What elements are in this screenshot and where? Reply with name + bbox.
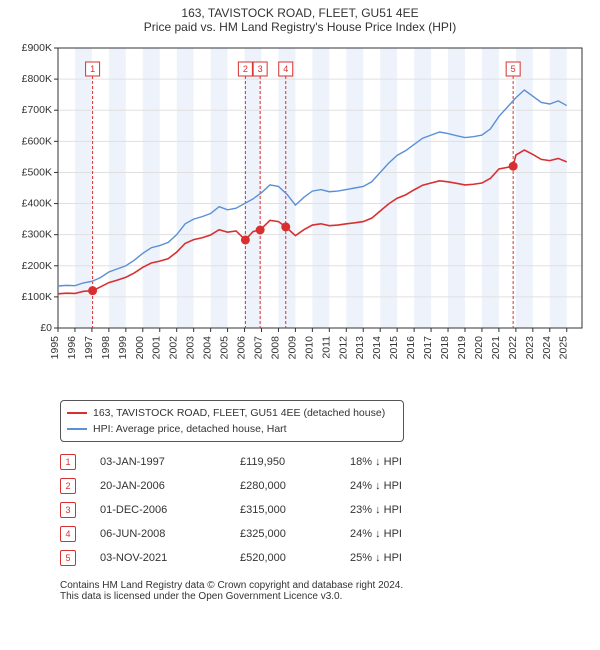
sale-pct: 18% ↓ HPI — [350, 456, 480, 468]
svg-text:£200K: £200K — [22, 260, 52, 272]
chart-page: 163, TAVISTOCK ROAD, FLEET, GU51 4EE Pri… — [0, 0, 600, 650]
svg-text:2022: 2022 — [507, 336, 519, 360]
svg-text:£300K: £300K — [22, 229, 52, 241]
disclaimer-line: Contains HM Land Registry data © Crown c… — [60, 580, 600, 591]
sale-badge: 4 — [60, 526, 76, 542]
sale-row: 3 01-DEC-2006£315,00023% ↓ HPI — [60, 498, 600, 522]
svg-text:2: 2 — [243, 64, 248, 74]
svg-text:2025: 2025 — [558, 336, 570, 360]
svg-text:£500K: £500K — [22, 166, 52, 178]
sale-row: 2 20-JAN-2006£280,00024% ↓ HPI — [60, 474, 600, 498]
sale-row: 5 03-NOV-2021£520,00025% ↓ HPI — [60, 546, 600, 570]
sale-price: £520,000 — [240, 552, 350, 564]
svg-text:4: 4 — [283, 64, 288, 74]
legend-row: 163, TAVISTOCK ROAD, FLEET, GU51 4EE (de… — [67, 405, 397, 421]
legend: 163, TAVISTOCK ROAD, FLEET, GU51 4EE (de… — [60, 400, 404, 442]
svg-text:2009: 2009 — [286, 336, 298, 360]
svg-text:£800K: £800K — [22, 73, 52, 85]
sale-date: 01-DEC-2006 — [100, 504, 240, 516]
sale-date: 03-JAN-1997 — [100, 456, 240, 468]
line-chart: £0 £100K £200K £300K £400K £500K £600K £700K £80… — [10, 38, 590, 388]
sale-row: 1 03-JAN-1997£119,95018% ↓ HPI — [60, 450, 600, 474]
svg-text:1997: 1997 — [83, 336, 95, 360]
svg-text:1: 1 — [90, 64, 95, 74]
svg-text:£600K: £600K — [22, 135, 52, 147]
svg-text:2013: 2013 — [354, 336, 366, 360]
svg-text:2002: 2002 — [168, 336, 180, 360]
disclaimer-line: This data is licensed under the Open Gov… — [60, 591, 600, 602]
sale-date: 20-JAN-2006 — [100, 480, 240, 492]
sale-pct: 24% ↓ HPI — [350, 480, 480, 492]
svg-text:2019: 2019 — [456, 336, 468, 360]
svg-text:2005: 2005 — [219, 336, 231, 360]
svg-text:2000: 2000 — [134, 336, 146, 360]
svg-text:1998: 1998 — [100, 336, 112, 360]
svg-text:2015: 2015 — [388, 336, 400, 360]
sale-price: £315,000 — [240, 504, 350, 516]
legend-row: HPI: Average price, detached house, Hart — [67, 421, 397, 437]
svg-text:£900K: £900K — [22, 42, 52, 54]
sales-table: 1 03-JAN-1997£119,95018% ↓ HPI 2 20-JAN-200… — [60, 450, 600, 570]
svg-text:1999: 1999 — [117, 336, 129, 360]
svg-text:1995: 1995 — [49, 336, 61, 360]
page-title: 163, TAVISTOCK ROAD, FLEET, GU51 4EE — [0, 6, 600, 20]
page-subtitle: Price paid vs. HM Land Registry's House … — [0, 20, 600, 34]
svg-text:2024: 2024 — [541, 336, 553, 360]
sale-badge: 5 — [60, 550, 76, 566]
svg-text:2017: 2017 — [422, 336, 434, 360]
svg-text:2023: 2023 — [524, 336, 536, 360]
legend-label: 163, TAVISTOCK ROAD, FLEET, GU51 4EE (de… — [93, 405, 385, 421]
sale-price: £325,000 — [240, 528, 350, 540]
sale-price: £280,000 — [240, 480, 350, 492]
svg-text:2008: 2008 — [269, 336, 281, 360]
sale-date: 06-JUN-2008 — [100, 528, 240, 540]
svg-text:£400K: £400K — [22, 198, 52, 210]
sale-badge: 2 — [60, 478, 76, 494]
svg-text:1996: 1996 — [66, 336, 78, 360]
svg-text:2007: 2007 — [252, 336, 264, 360]
legend-swatch — [67, 412, 87, 414]
svg-text:£700K: £700K — [22, 104, 52, 116]
svg-text:5: 5 — [511, 64, 516, 74]
svg-text:2021: 2021 — [490, 336, 502, 360]
svg-text:2014: 2014 — [371, 336, 383, 360]
svg-text:2006: 2006 — [236, 336, 248, 360]
svg-text:£0: £0 — [40, 322, 52, 334]
sale-price: £119,950 — [240, 456, 350, 468]
legend-swatch — [67, 428, 87, 430]
svg-text:£100K: £100K — [22, 291, 52, 303]
svg-text:3: 3 — [258, 64, 263, 74]
legend-label: HPI: Average price, detached house, Hart — [93, 421, 287, 437]
svg-text:2010: 2010 — [303, 336, 315, 360]
svg-text:2004: 2004 — [202, 336, 214, 360]
svg-text:2020: 2020 — [473, 336, 485, 360]
sale-pct: 23% ↓ HPI — [350, 504, 480, 516]
svg-text:2016: 2016 — [405, 336, 417, 360]
sale-pct: 25% ↓ HPI — [350, 552, 480, 564]
sale-date: 03-NOV-2021 — [100, 552, 240, 564]
chart-container: £0 £100K £200K £300K £400K £500K £600K £700K £80… — [10, 38, 590, 388]
disclaimer: Contains HM Land Registry data © Crown c… — [60, 580, 600, 602]
sale-badge: 1 — [60, 454, 76, 470]
svg-text:2003: 2003 — [185, 336, 197, 360]
sale-row: 4 06-JUN-2008£325,00024% ↓ HPI — [60, 522, 600, 546]
sale-badge: 3 — [60, 502, 76, 518]
sale-pct: 24% ↓ HPI — [350, 528, 480, 540]
svg-text:2018: 2018 — [439, 336, 451, 360]
svg-text:2012: 2012 — [337, 336, 349, 360]
svg-text:2011: 2011 — [320, 336, 332, 359]
svg-text:2001: 2001 — [151, 336, 163, 360]
